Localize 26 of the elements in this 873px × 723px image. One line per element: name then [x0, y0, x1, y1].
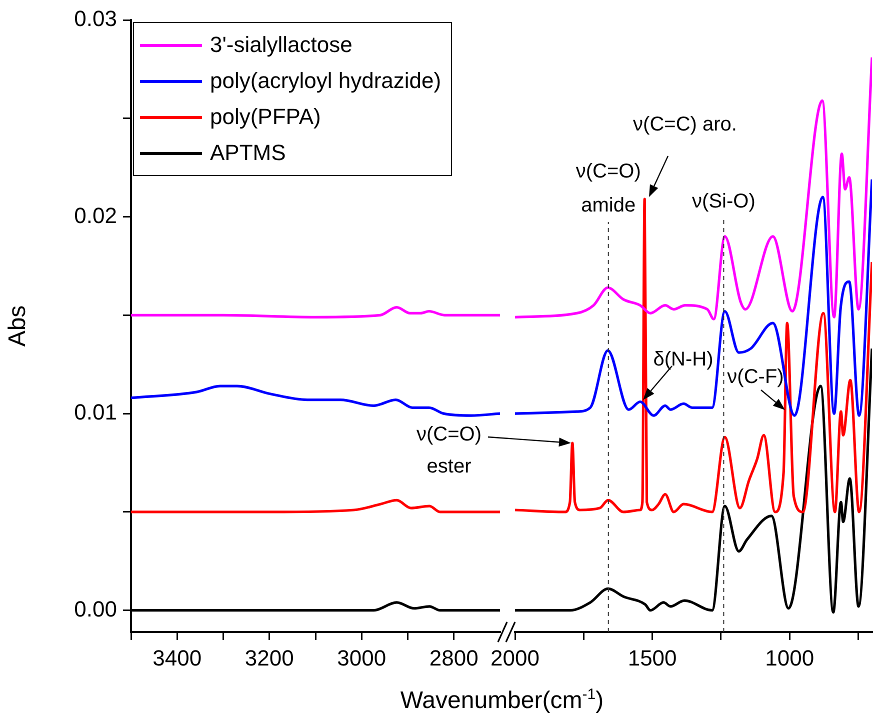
x-tick-label: 2000	[490, 645, 540, 670]
line-series	[131, 498, 500, 514]
x-tick-label: 1000	[765, 645, 814, 670]
x-tick-label: 3400	[152, 645, 202, 670]
y-tick-label: 0.02	[74, 202, 117, 228]
x-tick-label: 3000	[337, 645, 386, 670]
legend-label: 3'-sialyllactose	[210, 32, 352, 58]
x-tick-label: 1500	[628, 645, 677, 670]
legend-label: poly(PFPA)	[210, 104, 321, 130]
y-tick-label: 0.00	[74, 596, 117, 622]
legend-label: poly(acryloyl hydrazide)	[210, 68, 442, 94]
line-series	[131, 306, 500, 318]
legend-label: APTMS	[210, 140, 286, 166]
ref-line-label: ν(Si-O)	[692, 190, 756, 213]
annotation: ν(C-F)	[727, 366, 784, 388]
ref-line-label: ν(C=O) amide	[576, 160, 641, 217]
y-tick-label: 0.01	[74, 400, 117, 425]
y-axis-title: Abs	[4, 305, 32, 347]
annotation: δ(N-H)	[653, 348, 714, 370]
annotation: ν(C=O) ester	[416, 424, 482, 478]
annotation: ν(C=C) aro.	[633, 114, 737, 136]
line-series	[131, 384, 500, 417]
x-tick-label: 3200	[244, 645, 294, 670]
y-tick-label: 0.03	[74, 6, 117, 32]
x-axis-title: Wavenumber(cm$^{-1}$)	[400, 686, 604, 715]
x-tick-label: 2800	[429, 645, 478, 670]
